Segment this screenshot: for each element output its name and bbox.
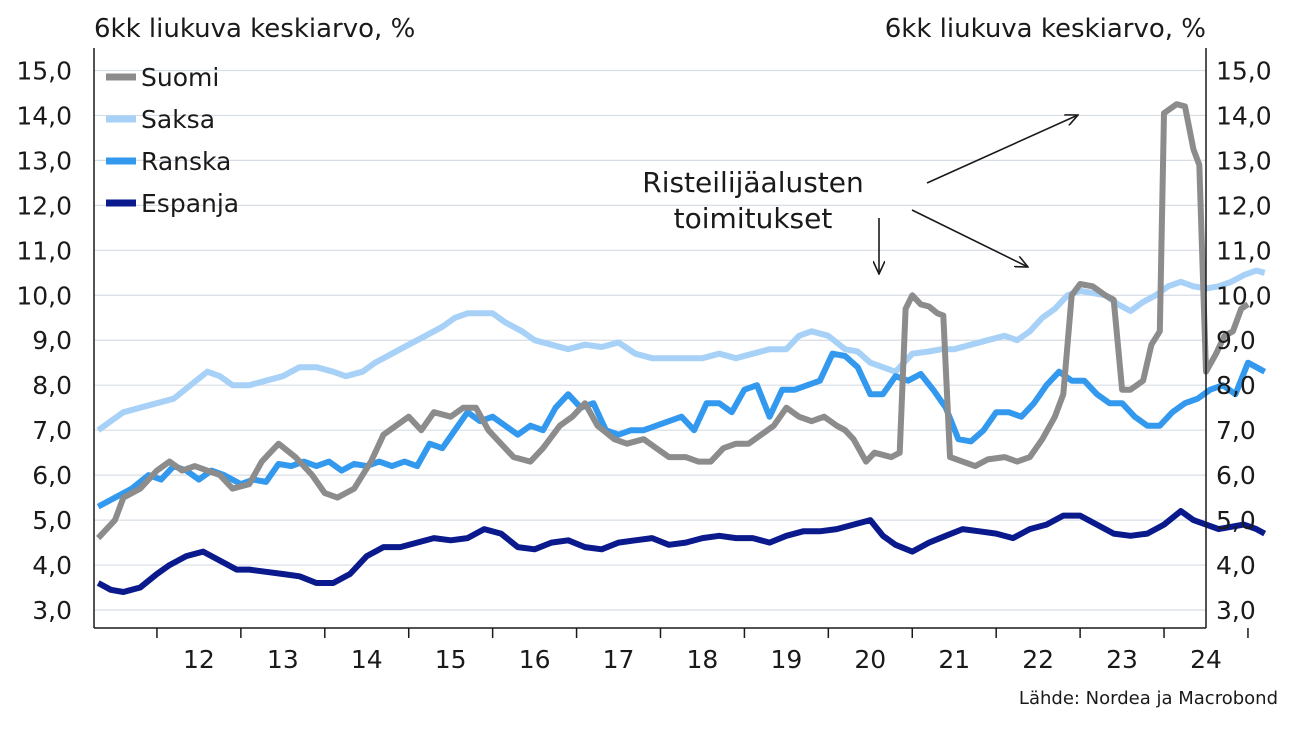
y-tick-label-left: 8,0 xyxy=(32,371,72,400)
y-tick-label-right: 8,0 xyxy=(1216,371,1256,400)
x-tick-label: 21 xyxy=(938,645,970,674)
y-tick-label-left: 7,0 xyxy=(32,416,72,445)
y-tick-label-right: 15,0 xyxy=(1216,56,1272,85)
series-layer xyxy=(96,101,1267,595)
x-tick-label: 15 xyxy=(435,645,467,674)
series-line-suomi xyxy=(96,101,1250,541)
series-line-ranska xyxy=(96,350,1267,510)
x-tick-label: 13 xyxy=(267,645,299,674)
y-tick-label-right: 6,0 xyxy=(1216,461,1256,490)
axis-ticks: 3,0 3,0 4,0 4,0 5,0 5,0 6,0 6,0 7,0 7,0 8,0 8,0 9,0 9… xyxy=(16,56,1271,674)
x-tick-label: 14 xyxy=(351,645,383,674)
x-tick-label: 17 xyxy=(603,645,635,674)
y-tick-label-left: 13,0 xyxy=(16,146,72,175)
y-tick-label-left: 9,0 xyxy=(32,326,72,355)
x-tick-label: 18 xyxy=(687,645,719,674)
source-note: Lähde: Nordea ja Macrobond xyxy=(1018,688,1278,709)
annotation-line-2: toimitukset xyxy=(674,202,833,235)
x-tick-label: 19 xyxy=(770,645,802,674)
annotation-arrow-2023 xyxy=(926,115,1078,184)
legend: Suomi Saksa Ranska Espanja xyxy=(106,63,239,218)
x-tick-label: 22 xyxy=(1022,645,1054,674)
x-tick-label: 23 xyxy=(1106,645,1138,674)
y-tick-label-right: 7,0 xyxy=(1216,416,1256,445)
y-tick-label-right: 13,0 xyxy=(1216,146,1272,175)
y-axis-unit-right: 6kk liukuva keskiarvo, % xyxy=(884,14,1206,44)
annotation-line-1: Risteilijäalusten xyxy=(642,166,864,199)
y-tick-label-left: 4,0 xyxy=(32,551,72,580)
legend-label-saksa: Saksa xyxy=(141,105,215,134)
y-tick-label-left: 12,0 xyxy=(16,191,72,220)
legend-label-ranska: Ranska xyxy=(141,147,231,176)
y-tick-label-right: 3,0 xyxy=(1216,596,1256,625)
y-tick-label-right: 14,0 xyxy=(1216,101,1272,130)
legend-label-espanja: Espanja xyxy=(141,189,239,218)
y-tick-label-left: 6,0 xyxy=(32,461,72,490)
legend-label-suomi: Suomi xyxy=(141,63,219,92)
y-tick-label-left: 15,0 xyxy=(16,56,72,85)
x-tick-label: 16 xyxy=(519,645,551,674)
x-tick-label: 20 xyxy=(854,645,886,674)
y-tick-label-right: 9,0 xyxy=(1216,326,1256,355)
annotation: Risteilijäalusten toimitukset xyxy=(642,115,1078,274)
y-tick-label-right: 5,0 xyxy=(1216,506,1256,535)
y-tick-label-right: 11,0 xyxy=(1216,236,1272,265)
y-axis-unit-left: 6kk liukuva keskiarvo, % xyxy=(94,14,416,44)
y-tick-label-right: 4,0 xyxy=(1216,551,1256,580)
plot-frame xyxy=(93,48,1207,629)
y-tick-label-left: 10,0 xyxy=(16,281,72,310)
x-tick-label: 24 xyxy=(1190,645,1222,674)
y-tick-label-right: 10,0 xyxy=(1216,281,1272,310)
series-line-saksa xyxy=(96,267,1266,433)
y-tick-label-right: 12,0 xyxy=(1216,191,1272,220)
y-tick-label-left: 11,0 xyxy=(16,236,72,265)
annotation-arrow-2022 xyxy=(911,209,1028,267)
series-line-espanja xyxy=(96,508,1267,595)
y-tick-label-left: 14,0 xyxy=(16,101,72,130)
x-tick-label: 12 xyxy=(183,645,215,674)
y-tick-label-left: 5,0 xyxy=(32,506,72,535)
y-tick-label-left: 3,0 xyxy=(32,596,72,625)
